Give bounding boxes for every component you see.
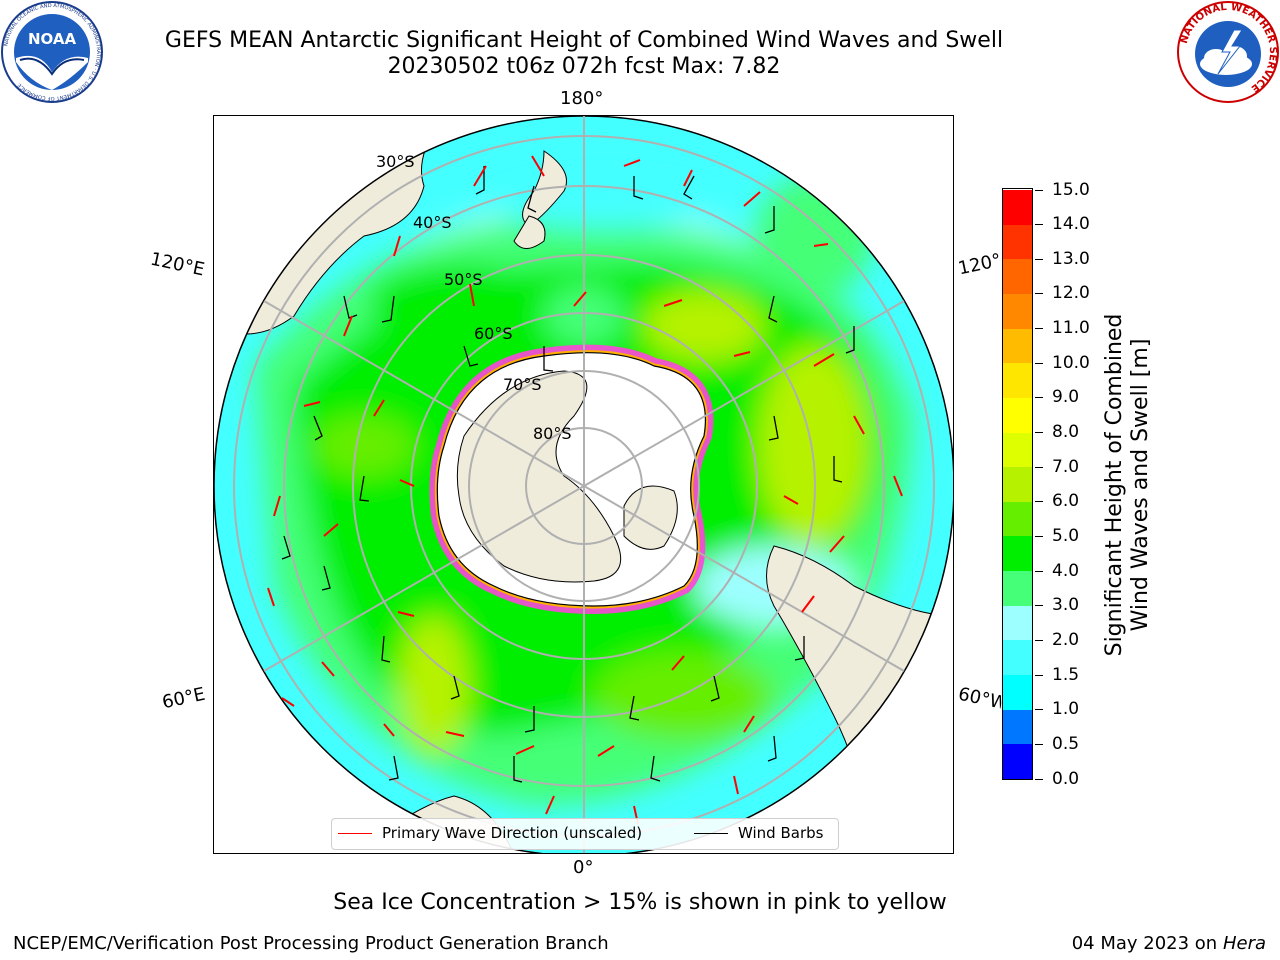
colorbar-tick (1035, 432, 1043, 434)
colorbar-tick (1035, 189, 1043, 191)
colorbar-tick-label: 10.0 (1052, 352, 1090, 373)
lat-label-30s: 30°S (376, 152, 415, 171)
colorbar-title-line-1: Significant Height of Combined (1102, 313, 1127, 657)
map-legend: Primary Wave Direction (unscaled) Wind B… (331, 818, 839, 850)
legend-wave-direction: Primary Wave Direction (unscaled) (382, 824, 643, 842)
colorbar-tick-label: 9.0 (1052, 387, 1080, 408)
lon-label-bottom: 0° (573, 857, 594, 878)
colorbar-tick (1035, 743, 1043, 745)
date-text: 04 May 2023 on (1071, 933, 1218, 954)
colorbar-title: Significant Height of Combined Wind Wave… (1102, 314, 1154, 657)
colorbar-tick-label: 0.0 (1052, 768, 1080, 789)
lon-label-upper-right: 120°W (956, 249, 1004, 280)
colorbar-tick-label: 1.5 (1052, 664, 1080, 685)
colorbar-tick (1035, 224, 1043, 226)
wave-height-field (214, 116, 953, 853)
colorbar-segment (1003, 397, 1032, 433)
title-line-2: 20230502 t06z 072h fcst Max: 7.82 (387, 54, 781, 79)
colorbar-tick (1035, 639, 1043, 641)
sea-ice-footnote: Sea Ice Concentration > 15% is shown in … (333, 890, 947, 915)
colorbar-tick (1035, 501, 1043, 503)
colorbar-tick (1035, 258, 1043, 260)
colorbar-segment (1003, 432, 1032, 468)
colorbar-tick-label: 11.0 (1052, 318, 1090, 339)
host-name: Hera (1222, 933, 1266, 954)
colorbar-segment (1003, 224, 1032, 260)
lat-label-70s: 70°S (503, 375, 542, 394)
colorbar-tick (1035, 328, 1043, 330)
colorbar-segment (1003, 605, 1032, 641)
colorbar-tick-label: 8.0 (1052, 422, 1080, 443)
colorbar-segment (1003, 570, 1032, 606)
colorbar-tick-label: 3.0 (1052, 595, 1080, 616)
lat-label-60s: 60°S (474, 324, 513, 343)
lat-label-40s: 40°S (413, 213, 452, 232)
colorbar (1002, 188, 1033, 780)
nws-logo: NATIONAL WEATHER SERVICE (1177, 1, 1279, 103)
wave-direction-swatch (338, 833, 372, 834)
colorbar-tick-label: 1.0 (1052, 699, 1080, 720)
colorbar-tick-label: 4.0 (1052, 560, 1080, 581)
lat-label-80s: 80°S (533, 424, 572, 443)
colorbar-tick-label: 5.0 (1052, 525, 1080, 546)
lon-label-top: 180° (560, 88, 604, 109)
colorbar-tick-label: 15.0 (1052, 179, 1090, 200)
date-line: 04 May 2023 on Hera (1072, 933, 1266, 954)
colorbar-segment (1003, 258, 1032, 294)
colorbar-segment (1003, 743, 1032, 779)
lon-label-lower-right: 60°W (956, 683, 1004, 714)
colorbar-segment (1003, 328, 1032, 364)
colorbar-tick (1035, 778, 1043, 780)
colorbar-segment (1003, 535, 1032, 572)
lon-label-upper-left: 120°E (148, 248, 207, 281)
colorbar-segment (1003, 501, 1032, 537)
lon-label-lower-left: 60°E (160, 683, 207, 714)
wind-barb-swatch (694, 833, 728, 834)
colorbar-segment (1003, 293, 1032, 329)
colorbar-tick (1035, 535, 1043, 537)
legend-wind-barbs: Wind Barbs (738, 824, 824, 842)
colorbar-tick-label: 0.5 (1052, 733, 1080, 754)
wave-direction-arrows (267, 155, 903, 825)
colorbar-tick-label: 13.0 (1052, 248, 1090, 269)
colorbar-tick-label: 14.0 (1052, 214, 1090, 235)
colorbar-tick-label: 12.0 (1052, 283, 1090, 304)
colorbar-segment (1003, 639, 1032, 676)
colorbar-tick (1035, 674, 1043, 676)
polar-map (214, 116, 953, 853)
colorbar-tick (1035, 466, 1043, 468)
credit-line: NCEP/EMC/Verification Post Processing Pr… (13, 933, 609, 954)
colorbar-tick (1035, 605, 1043, 607)
map-panel (213, 115, 954, 854)
colorbar-segment (1003, 362, 1032, 398)
noaa-logo: NOAA NATIONAL OCEANIC AND ATMOSPHERIC AD… (1, 1, 103, 103)
title-line-1: GEFS MEAN Antarctic Significant Height o… (164, 28, 1004, 53)
colorbar-tick (1035, 293, 1043, 295)
colorbar-segment (1003, 189, 1032, 225)
colorbar-tick (1035, 397, 1043, 399)
graticule (214, 116, 953, 853)
colorbar-tick (1035, 709, 1043, 711)
colorbar-tick (1035, 570, 1043, 572)
colorbar-tick (1035, 362, 1043, 364)
colorbar-tick-label: 7.0 (1052, 456, 1080, 477)
colorbar-segment (1003, 674, 1032, 710)
lat-label-50s: 50°S (444, 270, 483, 289)
colorbar-tick-label: 2.0 (1052, 629, 1080, 650)
colorbar-tick-label: 6.0 (1052, 491, 1080, 512)
colorbar-segment (1003, 466, 1032, 502)
colorbar-segment (1003, 709, 1032, 745)
wind-barbs (281, 166, 855, 783)
colorbar-title-line-2: Wind Waves and Swell [m] (1128, 338, 1153, 632)
noaa-logo-text: NOAA (28, 30, 77, 48)
